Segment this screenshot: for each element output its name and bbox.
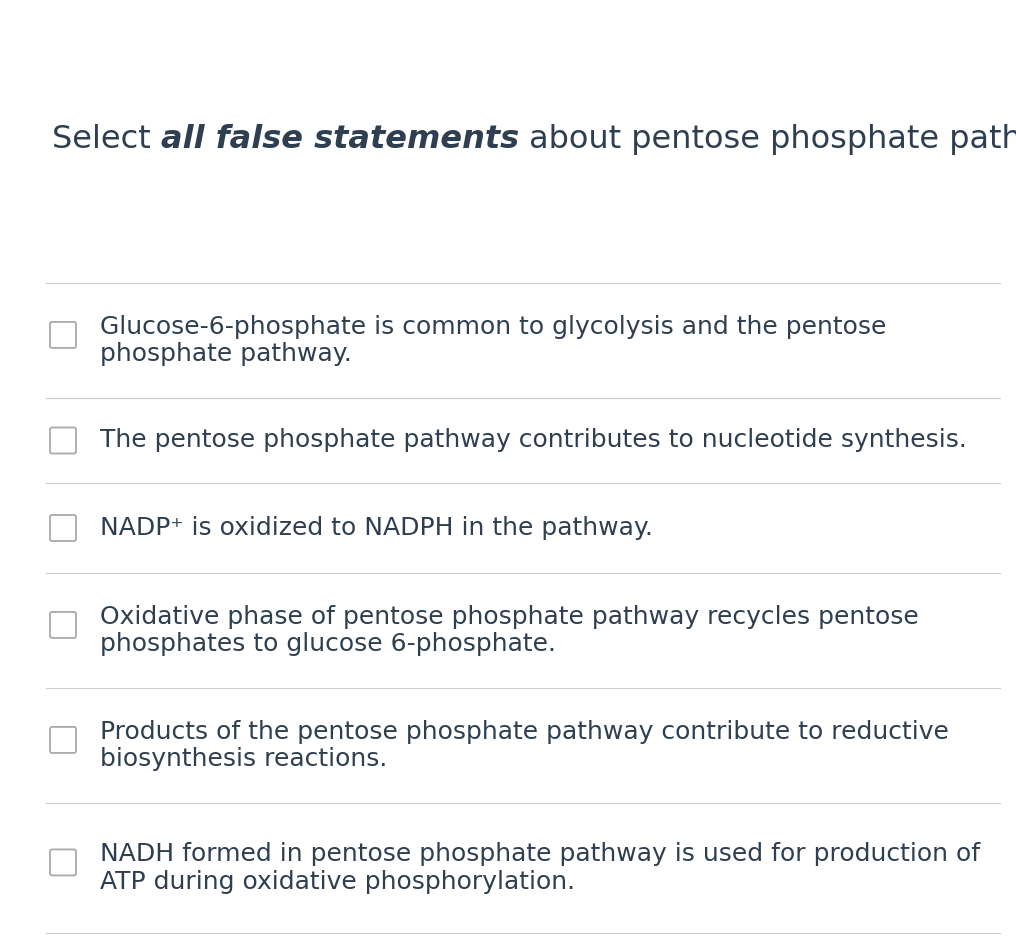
Text: The pentose phosphate pathway contributes to nucleotide synthesis.: The pentose phosphate pathway contribute… — [100, 429, 967, 452]
FancyBboxPatch shape — [50, 428, 76, 453]
FancyBboxPatch shape — [50, 322, 76, 348]
Text: NADH formed in pentose phosphate pathway is used for production of: NADH formed in pentose phosphate pathway… — [100, 842, 980, 866]
Text: Products of the pentose phosphate pathway contribute to reductive: Products of the pentose phosphate pathwa… — [100, 720, 949, 743]
FancyBboxPatch shape — [50, 850, 76, 875]
Text: Select: Select — [52, 124, 161, 155]
FancyBboxPatch shape — [50, 515, 76, 541]
Text: NADP⁺ is oxidized to NADPH in the pathway.: NADP⁺ is oxidized to NADPH in the pathwa… — [100, 516, 653, 540]
Text: biosynthesis reactions.: biosynthesis reactions. — [100, 747, 387, 771]
Text: phosphate pathway.: phosphate pathway. — [100, 343, 352, 366]
FancyBboxPatch shape — [50, 727, 76, 753]
Text: ATP during oxidative phosphorylation.: ATP during oxidative phosphorylation. — [100, 870, 575, 894]
Text: Oxidative phase of pentose phosphate pathway recycles pentose: Oxidative phase of pentose phosphate pat… — [100, 605, 918, 628]
FancyBboxPatch shape — [50, 612, 76, 638]
Text: all false statements: all false statements — [161, 124, 519, 155]
Text: Glucose-6-phosphate is common to glycolysis and the pentose: Glucose-6-phosphate is common to glycoly… — [100, 315, 886, 338]
Text: about pentose phosphate pathway.: about pentose phosphate pathway. — [519, 124, 1016, 155]
Text: phosphates to glucose 6-phosphate.: phosphates to glucose 6-phosphate. — [100, 632, 556, 657]
